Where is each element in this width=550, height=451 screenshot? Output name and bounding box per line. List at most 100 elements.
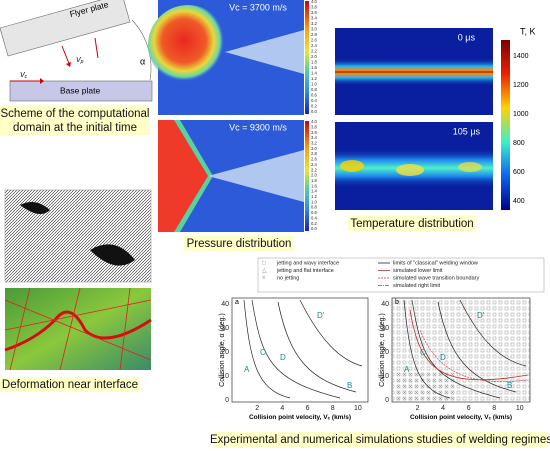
heatmap: [335, 58, 493, 86]
panel-label: a: [235, 299, 239, 306]
colorbar-tick-label: 1.0: [311, 82, 317, 87]
angle-arc: [131, 19, 152, 81]
annotation: C: [420, 348, 426, 357]
legend-items: □ jetting and wavy interface △ jetting and …: [262, 260, 479, 289]
x-axis-label-part: Collision point velocity,: [410, 414, 484, 421]
legend-label: no jetting: [277, 275, 299, 281]
label: Vc = 3700 m/s: [229, 2, 287, 12]
flyer-plate: [0, 0, 131, 57]
annotation: A: [404, 365, 410, 374]
legend-marker: △: [262, 268, 267, 274]
annotation: A: [244, 365, 250, 374]
colorbar-tick-label: 1.8: [311, 178, 317, 183]
annotation: D': [477, 311, 485, 320]
arrow: [94, 37, 99, 59]
colorbar-tick-label: 3.0: [311, 146, 317, 151]
y-tick-label: 40: [221, 301, 229, 308]
colorbar: [305, 1, 309, 114]
colorbar-tick-label: 1.4: [311, 71, 317, 76]
colorbar-tick-label: 1.0: [311, 199, 317, 204]
colorbar-tick-label: 0.0: [311, 109, 317, 114]
annotation: D': [317, 311, 325, 320]
caption: Scheme of the computational: [1, 108, 150, 120]
y-tick-label: 30: [221, 325, 229, 332]
image: [4, 287, 152, 371]
heatmap: [158, 120, 208, 232]
legend-label: jetting and wavy interface: [276, 260, 339, 266]
colorbar: [501, 40, 510, 210]
colorbar-tick-label: 3.6: [311, 10, 317, 15]
colorbar-tick-label: 3.6: [311, 130, 317, 135]
legend-label: simulated wave transition boundary: [393, 275, 479, 281]
caption: Pressure distribution: [187, 238, 292, 250]
annotation: D: [280, 353, 286, 362]
label: 0 μs: [458, 32, 476, 42]
heatmap: [148, 5, 228, 85]
x-axis-label-part: (km/s): [330, 414, 351, 421]
colorbar-tick-label: 2.4: [311, 43, 317, 48]
heatmap: [340, 160, 364, 172]
arrow: [61, 45, 71, 67]
label: V: [20, 72, 26, 79]
label: p: [80, 59, 84, 65]
caption: Deformation near interface: [2, 379, 138, 391]
curve: [419, 329, 529, 382]
x-axis-label-part: (km/s): [491, 414, 512, 421]
y-axis-label: Collision angle, α (deg.): [219, 313, 226, 387]
colorbar-tick-label: 400: [513, 198, 525, 205]
label: T, K: [520, 26, 536, 36]
label: Vc = 9300 m/s: [229, 122, 287, 132]
annotation: B: [507, 381, 512, 390]
x-tick-label: 8: [492, 405, 496, 412]
ticks: 4.03.83.63.43.23.02.82.62.42.22.01.81.61…: [311, 0, 317, 114]
heatmap: [396, 164, 424, 176]
temperature-panels: 0 μs 105 μs T, K 1400 1200 1000 800 600 400 T…: [335, 26, 536, 231]
arrowhead: [66, 62, 71, 67]
y-tick-label: 0: [225, 397, 229, 404]
image: [20, 201, 135, 266]
x-tick-label: 4: [280, 405, 284, 412]
colorbar-tick-label: 1200: [513, 82, 529, 89]
colorbar-tick-label: 600: [513, 169, 525, 176]
highlight: [0, 377, 140, 392]
colorbar-tick-label: 2.4: [311, 162, 317, 167]
x-tick-label: 10: [354, 405, 362, 412]
caption: domain at the initial time: [13, 122, 137, 134]
colorbar-tick-label: 3.2: [311, 141, 317, 146]
label: c: [25, 74, 28, 80]
ticks: 4.03.83.63.43.23.02.82.62.42.22.01.81.61…: [311, 119, 317, 231]
y-tick-label: 20: [221, 349, 229, 356]
heatmap: [208, 150, 304, 202]
base-plate: [9, 80, 153, 102]
legend-marker: □: [262, 261, 266, 267]
colorbar-tick-label: 2.2: [311, 167, 317, 172]
image: [4, 310, 152, 352]
legend: □ jetting and wavy interface △ jetting and …: [257, 257, 545, 293]
x-tick-label: 8: [331, 405, 335, 412]
label: Vp: [76, 57, 84, 65]
colorbar-tick-label: 1.6: [311, 183, 317, 188]
heatmap: [458, 162, 482, 172]
highlight: [184, 236, 294, 251]
colorbar-tick-label: 3.0: [311, 27, 317, 32]
colorbar-tick-label: 0.8: [311, 205, 317, 210]
image: [5, 288, 151, 370]
curve: [243, 299, 363, 399]
colorbar-tick-label: 0.6: [311, 210, 317, 215]
label: α: [140, 56, 145, 66]
x-axis-label: Collision point velocity, Vc (km/s): [249, 414, 351, 421]
x-axis-label: Collision point velocity, Vc (km/s): [410, 414, 512, 421]
legend-label: simulated lower limit: [393, 268, 443, 274]
x-tick-label: 2: [416, 405, 420, 412]
highlight: [214, 432, 548, 447]
colorbar-tick-label: 0.6: [311, 93, 317, 98]
colorbar-tick-label: 0.4: [311, 215, 317, 220]
colorbar-tick-label: 2.6: [311, 157, 317, 162]
arrowhead: [40, 78, 44, 84]
colorbar-tick-label: 1.6: [311, 65, 317, 70]
colorbar-tick-label: 4.0: [311, 0, 317, 4]
pressure-panels: Vc = 3700 m/s Vc = 9300 m/s 4.03.83.63.4…: [148, 0, 317, 251]
